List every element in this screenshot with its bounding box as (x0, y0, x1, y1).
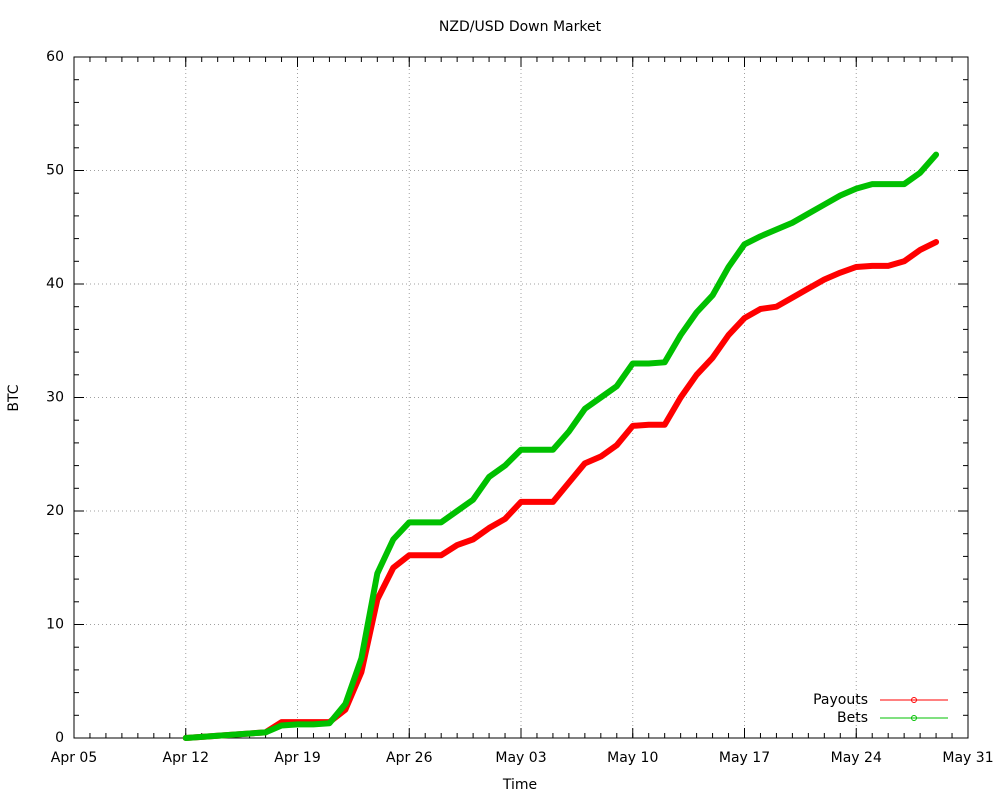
legend-label: Bets (837, 710, 868, 726)
y-tick-label: 30 (46, 390, 64, 406)
x-tick-label: May 17 (719, 750, 770, 766)
x-tick-label: Apr 05 (51, 750, 97, 766)
data-line (182, 151, 940, 741)
plot-frame (73, 56, 969, 739)
y-tick-label: 40 (46, 276, 64, 292)
x-tick-label: May 31 (942, 750, 993, 766)
legend-label: Payouts (813, 692, 868, 708)
legend-marker (911, 697, 917, 703)
y-tick-label: 10 (46, 617, 64, 633)
x-tick-label: Apr 12 (163, 750, 209, 766)
legend-marker (911, 715, 917, 721)
y-axis-label: BTC (6, 384, 22, 411)
x-tick-label: Apr 19 (274, 750, 320, 766)
y-tick-label: 60 (46, 49, 64, 65)
y-tick-label: 0 (55, 730, 64, 746)
x-axis-label: Time (502, 777, 537, 793)
x-tick-label: Apr 26 (386, 750, 433, 766)
x-tick-label: May 03 (495, 750, 546, 766)
chart-title: NZD/USD Down Market (439, 19, 602, 35)
x-tick-label: May 10 (607, 750, 658, 766)
y-tick-label: 50 (46, 163, 64, 179)
x-tick-label: May 24 (831, 750, 882, 766)
y-tick-label: 20 (46, 503, 64, 519)
